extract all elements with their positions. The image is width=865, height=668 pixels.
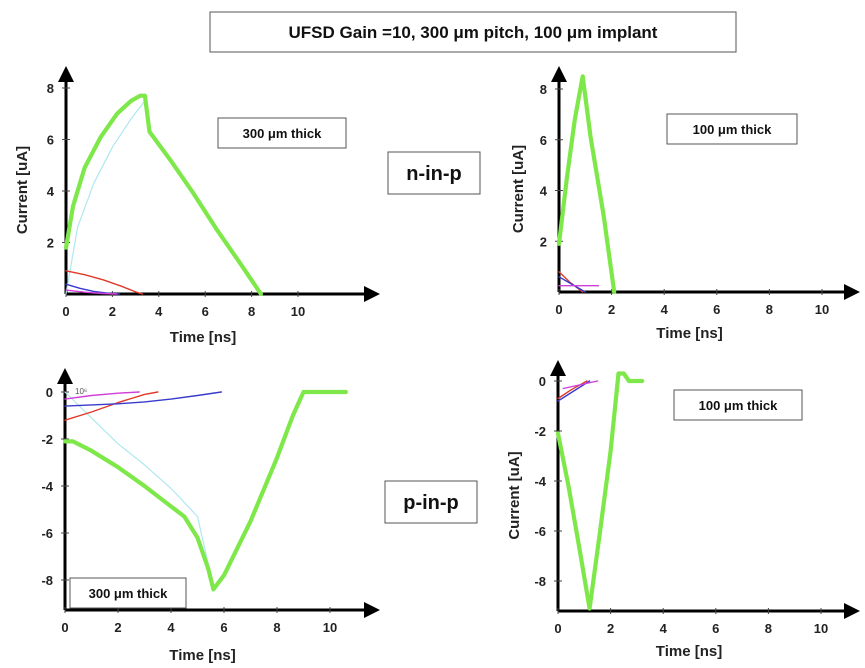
scale-note: 10⁶: [75, 387, 87, 396]
y-tick-label: -6: [534, 524, 546, 539]
x-axis-arrow: [364, 286, 380, 302]
x-tick-label: 8: [765, 621, 772, 636]
x-tick-label: 0: [61, 620, 68, 635]
series-gain-electrons-line: [558, 276, 586, 293]
y-tick-label: 0: [46, 385, 53, 400]
series-electrons-line: [64, 391, 214, 588]
device-type-text: p-in-p: [403, 492, 459, 514]
panel-bottom-right: 0 2 4 6 8 10 0 -2 -4 -6 -8 Time [ns] Current [uA]: [506, 360, 860, 660]
y-axis-arrow: [57, 368, 73, 384]
y-tick-label: -2: [41, 432, 53, 447]
x-tick-label: 0: [62, 304, 69, 319]
x-tick-label: 6: [220, 620, 227, 635]
x-tick-label: 0: [555, 302, 562, 317]
y-tick-label: -4: [534, 474, 546, 489]
y-tick-label: 4: [47, 184, 55, 199]
y-axis-arrow: [58, 66, 74, 82]
x-tick-label: 10: [323, 620, 337, 635]
x-tick-label: 8: [766, 302, 773, 317]
x-tick-label: 4: [155, 304, 163, 319]
series-gain-electrons-line: [64, 391, 223, 407]
y-tick-label: 8: [47, 81, 54, 96]
device-label-n-in-p: n-in-p: [387, 151, 481, 195]
y-axis-arrow: [550, 360, 566, 376]
x-axis-label: Time [ns]: [656, 325, 722, 342]
y-tick-label: 8: [540, 82, 547, 97]
x-axis-arrow: [844, 603, 860, 619]
x-tick-label: 8: [273, 620, 280, 635]
series-gain-holes-line: [562, 380, 599, 390]
y-tick-label: 0: [539, 374, 546, 389]
title-text: UFSD Gain =10, 300 μm pitch, 100 μm impl…: [289, 23, 658, 42]
device-label-p-in-p: p-in-p: [384, 480, 478, 524]
title-box: [209, 11, 737, 53]
panel-top-left: 0 2 4 6 8 10 2 4 6 8 Time [ns] Current [uA]: [14, 66, 380, 346]
y-tick-label: 2: [540, 234, 547, 249]
y-axis-label: Current [uA]: [506, 451, 523, 539]
thickness-label-top-right: 100 μm thick: [666, 113, 798, 145]
y-tick-label: -4: [41, 479, 53, 494]
x-tick-label: 2: [607, 621, 614, 636]
y-tick-label: 2: [47, 236, 54, 251]
thickness-label-bottom-left: 300 μm thick: [69, 577, 187, 609]
series-total-line: [555, 371, 645, 611]
thickness-label-bottom-right: 100 μm thick: [673, 389, 803, 421]
y-axis-arrow: [551, 66, 567, 82]
series-total-line: [63, 93, 263, 297]
x-tick-label: 10: [815, 302, 829, 317]
thickness-text: 100 μm thick: [693, 122, 773, 137]
series-holes-line: [65, 270, 144, 295]
series-total-line: [62, 389, 348, 592]
x-tick-label: 6: [202, 304, 209, 319]
x-axis-arrow: [844, 284, 860, 300]
x-tick-label: 6: [713, 302, 720, 317]
x-tick-label: 4: [167, 620, 175, 635]
panel-bottom-left: 0 2 4 6 8 10 0 -2 -4 -6 -8 Time [ns] 10⁶: [41, 368, 380, 664]
y-tick-label: 6: [47, 133, 54, 148]
x-tick-label: 2: [109, 304, 116, 319]
thickness-text: 300 μm thick: [89, 586, 169, 601]
series-total-line: [556, 74, 617, 295]
x-tick-label: 2: [114, 620, 121, 635]
x-tick-label: 4: [661, 302, 669, 317]
panel-top-right: 0 2 4 6 8 10 2 4 6 8 Time [ns] Current [uA]: [510, 66, 860, 342]
x-tick-label: 2: [608, 302, 615, 317]
x-tick-label: 0: [554, 621, 561, 636]
x-tick-label: 8: [248, 304, 255, 319]
series-gain-holes-line: [64, 391, 140, 400]
device-type-text: n-in-p: [406, 163, 462, 185]
series-gain-holes-line: [65, 289, 118, 295]
y-tick-label: 6: [540, 133, 547, 148]
figure-title: UFSD Gain =10, 300 μm pitch, 100 μm impl…: [209, 11, 737, 53]
x-tick-label: 6: [712, 621, 719, 636]
y-tick-label: -6: [41, 526, 53, 541]
x-tick-label: 10: [291, 304, 305, 319]
y-tick-label: -8: [41, 573, 53, 588]
x-tick-label: 4: [660, 621, 668, 636]
y-tick-label: -8: [534, 574, 546, 589]
y-tick-label: -2: [534, 424, 546, 439]
thickness-text: 100 μm thick: [699, 398, 779, 413]
thickness-text: 300 μm thick: [243, 126, 323, 141]
x-axis-arrow: [364, 602, 380, 618]
x-axis-label: Time [ns]: [170, 329, 236, 346]
x-axis-label: Time [ns]: [656, 643, 722, 660]
y-axis-label: Current [uA]: [510, 145, 527, 233]
x-tick-label: 10: [814, 621, 828, 636]
y-tick-label: 4: [540, 184, 548, 199]
y-axis-label: Current [uA]: [14, 146, 31, 234]
series-holes-line: [64, 391, 159, 421]
thickness-label-top-left: 300 μm thick: [217, 117, 347, 149]
x-axis-label: Time [ns]: [169, 647, 235, 664]
